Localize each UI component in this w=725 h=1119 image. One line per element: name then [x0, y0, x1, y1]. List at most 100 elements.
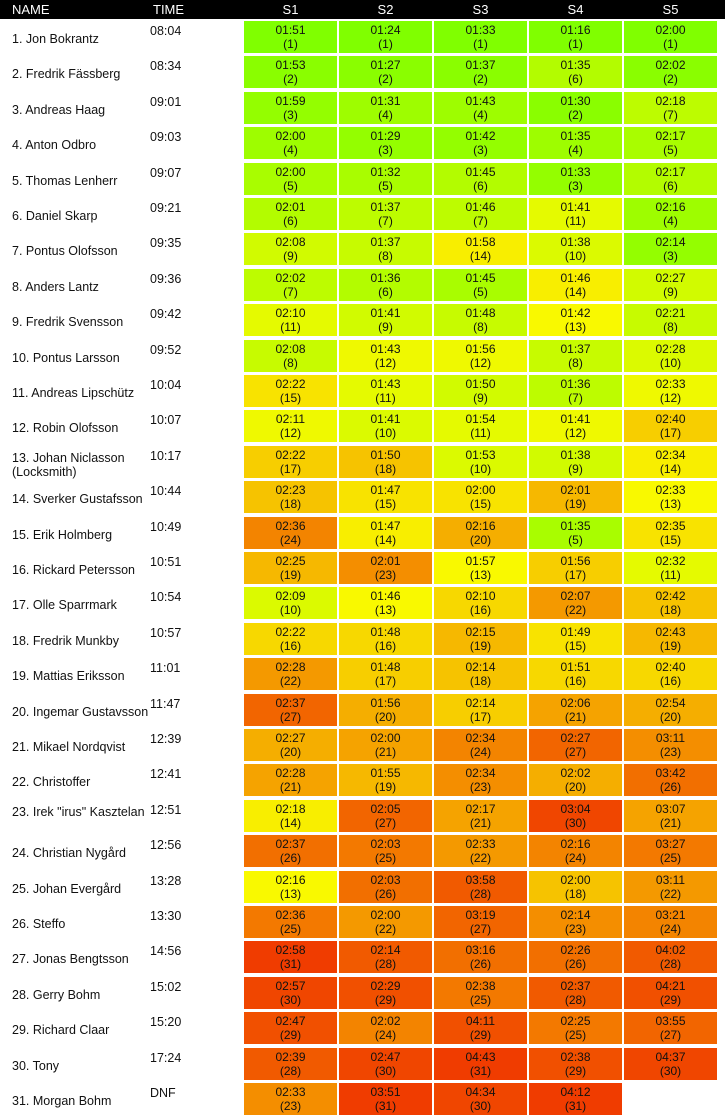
stage-time: 02:39 [275, 1049, 306, 1064]
stage-time: 02:54 [655, 695, 686, 710]
stage-time: 01:55 [370, 766, 401, 781]
stage-3-cell: 02:14 (18) [434, 658, 527, 691]
stage-rank: (19) [659, 638, 682, 653]
driver-name: 16. Rickard Petersson [12, 563, 135, 577]
stage-rank: (25) [374, 851, 397, 866]
total-time: 13:28 [150, 873, 182, 888]
stage-time: 02:37 [275, 695, 306, 710]
stage-2-cell: 02:47 (30) [339, 1047, 432, 1080]
stage-time: 02:57 [275, 978, 306, 993]
table-row: 4. Anton Odbro 09:03 02:00 (4) 01:29 (3) 01:42… [0, 126, 725, 161]
table-header: NAME TIME S1 S2 S3 S4 S5 [0, 0, 725, 19]
stage-5-cell: 03:07 (21) [624, 799, 717, 832]
stage-5-cell: 03:42 (26) [624, 764, 717, 797]
stage-rank: (4) [283, 143, 298, 158]
table-row: 26. Steffo 13:30 02:36 (25) 02:00 (22) 03:19 (2… [0, 905, 725, 940]
stage-2-cell: 01:55 (19) [339, 764, 432, 797]
stage-2-cell: 01:47 (15) [339, 481, 432, 514]
stage-time: 02:18 [275, 801, 306, 816]
stage-1-cell: 02:01 (6) [244, 198, 337, 230]
stage-rank: (8) [378, 249, 393, 264]
stage-time: 04:43 [465, 1049, 496, 1064]
stage-1-cell: 02:10 (11) [244, 304, 337, 337]
stage-5-cell: 04:37 (30) [624, 1047, 717, 1080]
driver-name: 30. Tony [12, 1058, 60, 1073]
stage-3-cell: 02:33 (22) [434, 835, 527, 868]
table-row: 31. Morgan Bohm DNF 02:33 (23) 03:51 (31) 04:3… [0, 1082, 725, 1117]
stage-time: 03:07 [655, 801, 686, 816]
stage-rank: (15) [279, 391, 302, 405]
driver-name: 3. Andreas Haag [12, 102, 106, 117]
stage-rank: (24) [279, 532, 302, 547]
stage-rank: (8) [663, 320, 678, 335]
stage-3-cell: 04:11 (29) [434, 1012, 527, 1045]
stage-time: 02:02 [655, 58, 686, 73]
total-time: 15:20 [150, 1015, 182, 1030]
driver-name: 9. Fredrik Svensson [12, 315, 124, 330]
driver-name: 28. Gerry Bohm [12, 987, 101, 1002]
stage-rank: (31) [374, 1099, 397, 1113]
stage-3-cell: 02:10 (16) [434, 587, 527, 620]
total-time: 15:02 [150, 979, 182, 994]
driver-name: 23. Irek "irus" Kasztelan [12, 804, 145, 819]
stage-rank: (26) [659, 780, 682, 795]
stage-time: 03:51 [370, 1085, 401, 1099]
stage-4-cell: 02:07 (22) [529, 587, 622, 620]
stage-2-cell: 02:29 (29) [339, 976, 432, 1009]
stage-time: 01:41 [370, 412, 401, 427]
driver-name: 22. Christoffer [12, 775, 91, 790]
driver-name: 31. Morgan Bohm [12, 1094, 112, 1108]
stage-3-cell: 01:53 (10) [434, 445, 527, 478]
stage-time: 01:29 [370, 129, 401, 144]
stage-rank: (2) [568, 107, 583, 122]
stage-rank: (10) [659, 355, 682, 370]
stage-1-cell: 02:36 (24) [244, 516, 337, 549]
stage-1-cell: 02:02 (7) [244, 268, 337, 301]
stage-rank: (30) [564, 815, 587, 830]
stage-time: 01:42 [465, 129, 496, 144]
stage-rank: (10) [279, 603, 302, 618]
total-time: 12:56 [150, 838, 182, 853]
stage-rank: (16) [374, 638, 397, 653]
stage-rank: (14) [374, 532, 397, 547]
stage-rank: (16) [564, 674, 587, 689]
stage-time: 01:31 [370, 93, 401, 108]
stage-3-cell: 02:17 (21) [434, 799, 527, 832]
stage-rank: (30) [469, 1099, 492, 1113]
stage-rank: (23) [564, 922, 587, 936]
table-row: 13. Johan Niclasson (Locksmith) 10:17 02:2… [0, 445, 725, 480]
stage-5-cell: 02:27 (9) [624, 268, 717, 301]
driver-name: 27. Jonas Bengtsson [12, 952, 129, 967]
stage-time: 01:35 [560, 129, 591, 144]
table-row: 23. Irek "irus" Kasztelan 12:51 02:18 (14) 0… [0, 799, 725, 834]
stage-time: 02:37 [560, 978, 591, 993]
stage-time: 02:00 [465, 483, 496, 498]
table-row: 11. Andreas Lipschütz 10:04 02:22 (15) 01:43… [0, 374, 725, 409]
stage-2-cell: 02:14 (28) [339, 941, 432, 974]
stage-rank: (18) [659, 603, 682, 618]
stage-rank: (11) [565, 214, 586, 228]
stage-rank: (31) [564, 1099, 587, 1113]
stage-time: 02:14 [465, 660, 496, 675]
stage-rank: (21) [659, 815, 682, 830]
stage-3-header: S3 [472, 2, 489, 17]
stage-rank: (7) [378, 214, 393, 228]
stage-rank: (25) [659, 851, 682, 866]
stage-rank: (21) [279, 780, 302, 795]
stage-time: 01:56 [465, 341, 496, 356]
total-time: 10:57 [150, 625, 182, 640]
stage-time: 02:26 [560, 943, 591, 958]
stage-time: 02:21 [655, 306, 686, 321]
stage-rank: (24) [374, 1028, 397, 1043]
stage-rank: (31) [469, 1063, 492, 1078]
stage-4-cell: 01:37 (8) [529, 339, 622, 372]
stage-time: 01:46 [465, 200, 496, 214]
stage-rank: (1) [378, 37, 393, 51]
stage-time: 02:43 [655, 624, 686, 639]
stage-2-cell: 02:03 (26) [339, 870, 432, 903]
stage-rank: (17) [469, 709, 492, 724]
table-row: 29. Richard Claar 15:20 02:47 (29) 02:02 (24)… [0, 1011, 725, 1046]
stage-5-cell: 02:28 (10) [624, 339, 717, 372]
total-time: 10:04 [150, 378, 182, 392]
stage-time: 02:16 [655, 200, 686, 214]
